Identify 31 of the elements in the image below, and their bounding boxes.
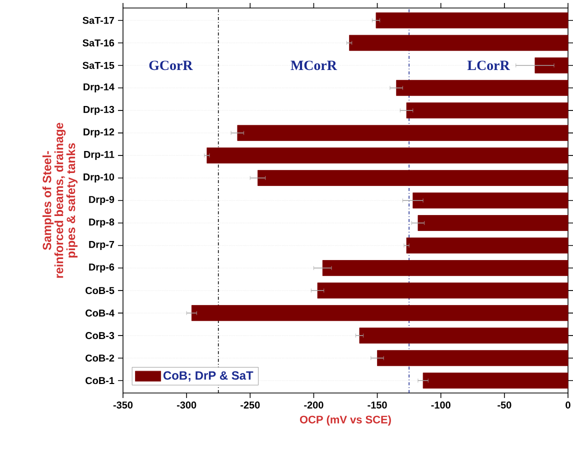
y-tick-label: Drp-12 <box>84 128 114 138</box>
x-tick-label: -150 <box>368 402 387 409</box>
x-tick-label: 0 <box>566 402 570 409</box>
y-tick-label: Drp-10 <box>84 173 114 182</box>
y-tick-label: SaT-17 <box>82 16 114 24</box>
y-tick-label: Drp-7 <box>89 241 114 250</box>
y-tick-label: CoB-5 <box>86 287 114 294</box>
y-tick-label: Drp-9 <box>89 196 114 205</box>
x-axis-title: OCP (mV vs SCE) <box>300 415 391 426</box>
x-tick-label: -300 <box>176 402 196 409</box>
annotation: LCorR <box>467 60 510 70</box>
x-tick-label: -50 <box>498 402 512 409</box>
x-tick-label: -350 <box>113 402 133 409</box>
y-tick-label: SaT-15 <box>82 62 114 69</box>
y-tick-label: Drp-11 <box>84 150 114 160</box>
y-tick-label: Drp-13 <box>84 106 114 115</box>
legend-label: CoB; DrP & SaT <box>163 371 254 382</box>
annotation: MCorR <box>290 60 338 70</box>
y-tick-label: Drp-14 <box>84 83 114 92</box>
y-tick-label: Drp-6 <box>89 264 114 273</box>
y-axis-title: Samples of Steel-reinforced beams, drainage pipes & safety tanks <box>42 122 78 278</box>
x-tick-label: -100 <box>431 402 450 409</box>
x-tick-label: -250 <box>240 402 260 409</box>
y-tick-label: SaT-16 <box>82 39 114 46</box>
y-tick-label: CoB-2 <box>86 354 114 362</box>
y-tick-label: CoB-3 <box>86 332 114 340</box>
y-tick-label: Drp-8 <box>89 218 114 228</box>
y-tick-label: CoB-4 <box>86 310 114 317</box>
annotation: GCorR <box>149 60 193 70</box>
x-tick-label: -200 <box>304 402 324 409</box>
y-tick-label: CoB-1 <box>86 377 114 384</box>
